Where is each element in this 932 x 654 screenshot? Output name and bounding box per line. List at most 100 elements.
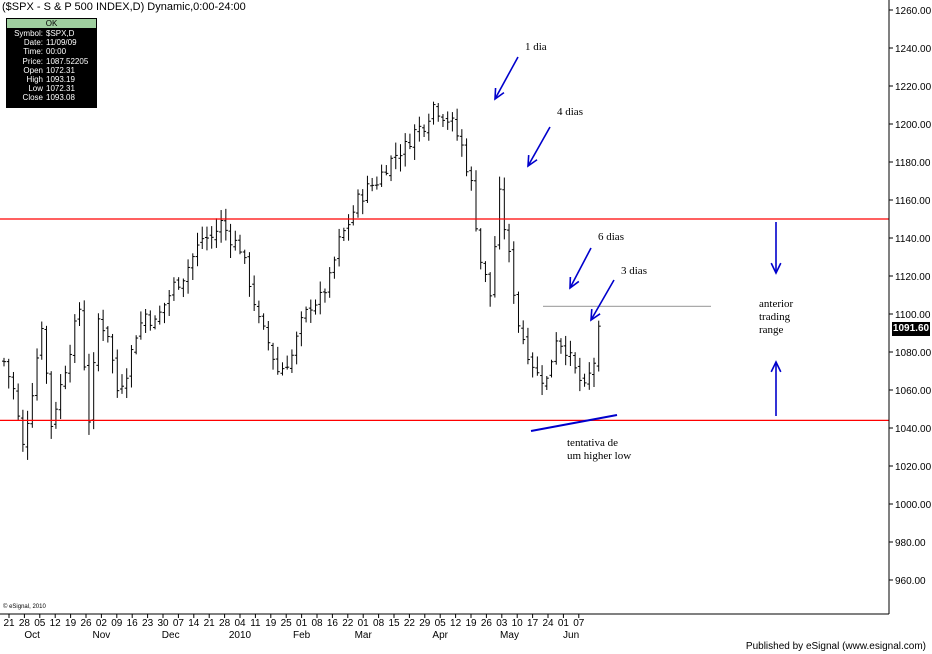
ohlc-bar	[544, 376, 549, 391]
x-tick-label: 15	[388, 618, 400, 629]
x-tick-label: 02	[96, 618, 108, 629]
ohlc-bar	[20, 409, 25, 452]
info-row: Date: 11/09/09	[6, 38, 97, 47]
ohlc-bar	[280, 362, 285, 376]
ohlc-bar	[384, 165, 389, 176]
ohlc-bar	[176, 277, 181, 290]
cursor-info-box[interactable]: OK Symbol: $SPX,D Date: 11/09/09 Time: 00:00 P…	[6, 18, 97, 108]
arrow-shaft	[569, 247, 592, 289]
info-row-key: Date:	[23, 38, 43, 48]
info-row-key: Low	[28, 84, 43, 94]
ohlc-bar	[148, 310, 153, 331]
ohlc-bar	[313, 299, 318, 315]
y-tick-label: 1180.00	[895, 158, 931, 169]
ohlc-bar	[535, 356, 540, 376]
x-tick-label: 22	[404, 618, 416, 629]
ohlc-bar	[223, 208, 228, 241]
ohlc-bar	[195, 232, 200, 267]
ohlc-bar	[238, 234, 242, 255]
y-tick-label: 1080.00	[895, 348, 932, 359]
arrow-range-up	[770, 360, 782, 416]
ohlc-bar	[318, 281, 323, 315]
ohlc-bar	[261, 313, 266, 330]
ohlc-bar	[35, 348, 40, 401]
x-tick-label: 05	[435, 618, 447, 629]
ohlc-bar	[214, 218, 219, 248]
ohlc-bar	[450, 112, 455, 132]
ohlc-bar	[190, 253, 195, 281]
arrow-shaft	[590, 279, 615, 321]
ohlc-bar	[403, 133, 408, 167]
ohlc-bar	[39, 321, 44, 360]
ohlc-bar	[426, 113, 431, 141]
info-row-key: Symbol:	[14, 29, 43, 38]
ohlc-bar	[294, 331, 299, 365]
arrow-1-dia	[494, 56, 519, 101]
ohlc-bar	[558, 338, 563, 354]
x-tick-label: 28	[19, 618, 31, 629]
info-row-value: 1087.52205	[46, 56, 89, 66]
ohlc-bar	[563, 335, 568, 366]
x-tick-label: 19	[65, 618, 77, 629]
y-tick-label: 1120.00	[895, 272, 931, 283]
ohlc-bar	[101, 309, 106, 341]
y-tick-label: 960.00	[895, 576, 926, 587]
ohlc-bar	[370, 177, 375, 192]
ohlc-bar	[511, 241, 516, 304]
chart-title: ($SPX - S & P 500 INDEX,D) Dynamic,0:00-…	[2, 1, 246, 13]
last-price-marker: 1091.60	[892, 322, 930, 336]
ohlc-bar	[445, 111, 450, 130]
info-row: Symbol: $SPX,D	[6, 29, 97, 38]
ohlc-bar	[341, 227, 346, 242]
y-tick-label: 1200.00	[895, 120, 932, 131]
ohlc-bar	[554, 332, 559, 365]
ohlc-bar	[6, 358, 11, 389]
arrow-head	[494, 87, 505, 101]
ohlc-bar	[365, 175, 370, 203]
x-tick-label: 07	[173, 618, 185, 629]
ohlc-bar	[436, 103, 441, 122]
info-row: High 1093.19	[6, 75, 97, 84]
ohlc-bar	[58, 374, 63, 420]
ohlc-bar	[346, 214, 351, 241]
ohlc-bar	[474, 170, 478, 232]
ohlc-bar	[153, 315, 158, 330]
y-tick-label: 1020.00	[895, 462, 932, 473]
ohlc-bar	[96, 313, 101, 372]
ohlc-bar	[124, 368, 129, 399]
ohlc-bar	[379, 164, 384, 187]
arrow-shaft	[494, 56, 519, 100]
x-tick-label: 19	[465, 618, 477, 629]
ohlc-bar	[497, 176, 502, 250]
ohlc-bar	[49, 371, 54, 439]
info-row-value: 11/09/09	[46, 38, 77, 48]
x-tick-label: 08	[311, 618, 323, 629]
annotation-anterior: anterior	[759, 298, 794, 310]
ohlc-bar	[256, 300, 261, 324]
info-row-value: $SPX,D	[46, 29, 75, 38]
ohlc-bar	[242, 249, 247, 264]
x-month-label: Feb	[293, 630, 311, 641]
ohlc-bar	[129, 345, 134, 388]
ohlc-bar	[44, 325, 49, 384]
ohlc-bar	[120, 374, 124, 394]
ohlc-bar	[143, 309, 148, 333]
y-tick-label: 1140.00	[895, 234, 931, 245]
ohlc-bar	[11, 371, 16, 400]
ohlc-bar	[115, 349, 120, 398]
ohlc-bar	[502, 177, 507, 240]
x-month-label: Apr	[432, 630, 448, 641]
ohlc-bar	[530, 352, 535, 378]
ohlc-bar	[322, 288, 327, 303]
annotation-higher-low: um higher low	[567, 450, 632, 462]
ohlc-bar	[431, 101, 436, 125]
annotation-trading: trading	[759, 311, 791, 323]
x-tick-label: 30	[157, 618, 169, 629]
x-tick-label: 16	[327, 618, 339, 629]
ohlc-bar	[167, 289, 172, 316]
ohlc-bar	[186, 259, 191, 294]
info-row: Time: 00:00	[6, 47, 97, 56]
ohlc-bar	[573, 352, 578, 374]
ohlc-bar	[289, 349, 294, 373]
info-box-status[interactable]: OK	[7, 19, 96, 28]
